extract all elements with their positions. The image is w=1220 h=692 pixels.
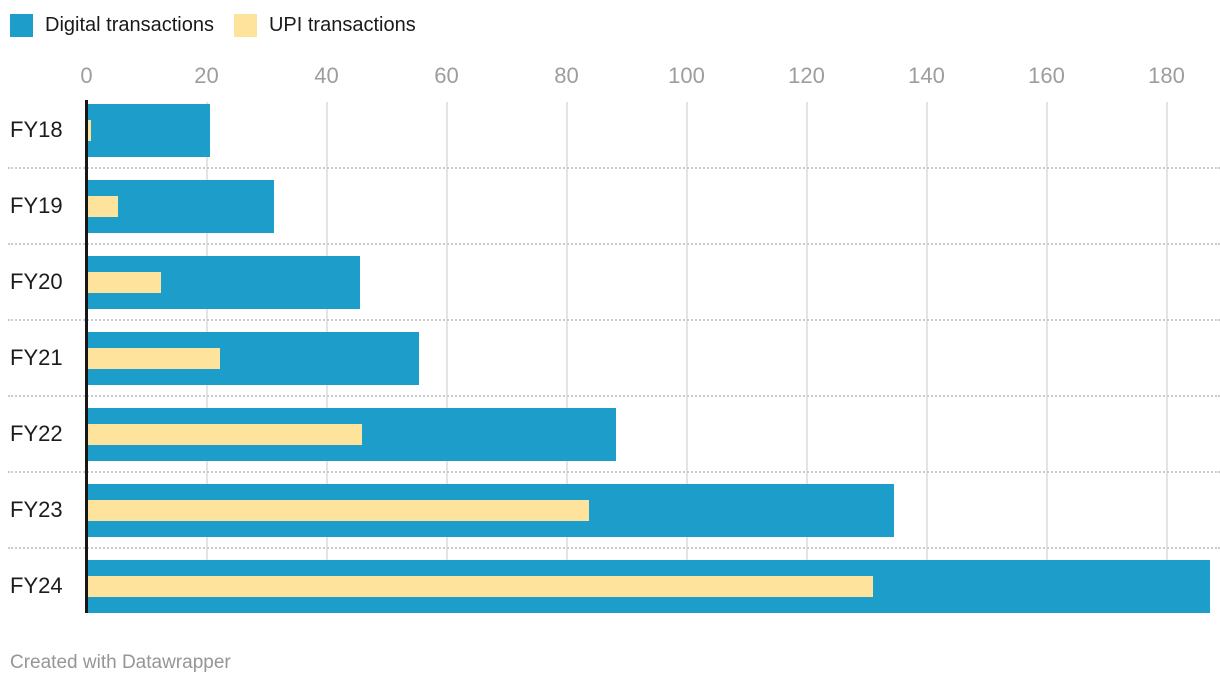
- gridline: [1165, 102, 1168, 613]
- category-label: FY22: [10, 421, 63, 446]
- row-separator: [8, 167, 1220, 169]
- legend-swatch-digital-icon: [10, 13, 33, 37]
- row-separator: [8, 319, 1220, 321]
- bar-upi-FY19: [88, 195, 119, 217]
- legend-swatch-upi-icon: [233, 13, 257, 37]
- gridline: [445, 102, 448, 613]
- category-label: FY24: [10, 573, 63, 598]
- bar-upi-FY21: [88, 347, 220, 369]
- category-label: FY19: [10, 193, 63, 218]
- bar-upi-FY20: [88, 271, 161, 293]
- row-separator: [8, 471, 1220, 473]
- legend-label-digital: Digital transactions: [45, 14, 214, 36]
- bar-upi-FY18: [88, 119, 92, 141]
- x-tick-label: 140: [908, 63, 945, 88]
- credit-line: Created with Datawrapper: [10, 652, 231, 673]
- x-tick-label: 180: [1148, 63, 1185, 88]
- x-tick-label: 60: [434, 63, 459, 88]
- row-separator: [8, 395, 1220, 397]
- gridline: [925, 102, 928, 613]
- category-label: FY23: [10, 497, 63, 522]
- category-label: FY21: [10, 345, 63, 370]
- gridline: [805, 102, 808, 613]
- x-tick-label: 120: [788, 63, 825, 88]
- gridline: [1045, 102, 1048, 613]
- bar-upi-FY22: [88, 423, 362, 445]
- gridline: [685, 102, 688, 613]
- row-separator: [8, 243, 1220, 245]
- y-axis-baseline: [85, 100, 88, 613]
- x-tick-label: 100: [668, 63, 705, 88]
- x-tick-label: 0: [80, 63, 93, 88]
- category-label: FY20: [10, 269, 63, 294]
- bar-digital-FY18: [88, 103, 211, 157]
- legend-label-upi: UPI transactions: [268, 14, 416, 36]
- gridline: [565, 102, 568, 613]
- bar-digital-FY19: [88, 179, 274, 233]
- bar-upi-FY24: [88, 575, 873, 597]
- x-tick-label: 20: [194, 63, 219, 88]
- x-tick-label: 40: [314, 63, 339, 88]
- row-separator: [8, 547, 1220, 549]
- legend-item-digital: Digital transactions: [10, 13, 214, 37]
- category-label: FY18: [10, 117, 63, 142]
- legend: Digital transactions UPI transactions: [10, 13, 416, 37]
- bar-upi-FY23: [88, 499, 589, 521]
- x-tick-label: 160: [1028, 63, 1065, 88]
- legend-item-upi: UPI transactions: [233, 13, 416, 37]
- x-tick-label: 80: [554, 63, 579, 88]
